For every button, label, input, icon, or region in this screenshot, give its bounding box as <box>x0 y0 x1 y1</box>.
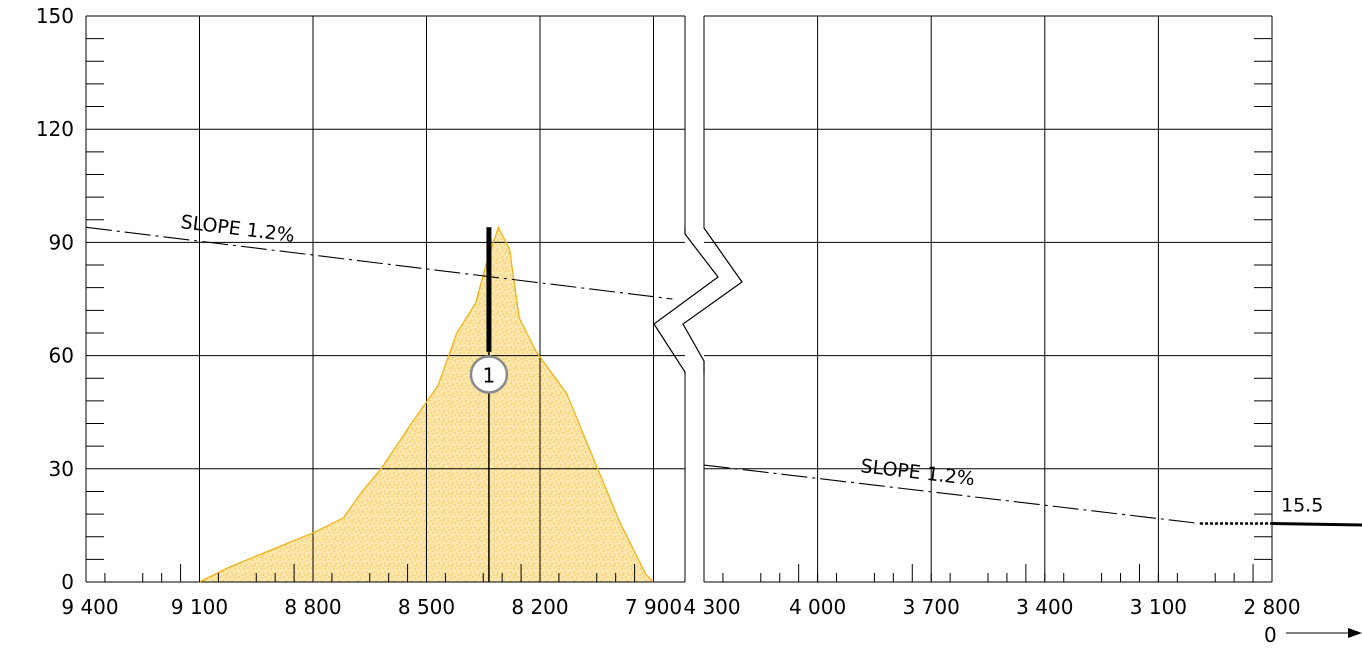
x-tick-label-right: 3 100 <box>1130 595 1187 619</box>
x-tick-label-right: 4 000 <box>789 595 846 619</box>
y-tick-label: 0 <box>61 570 74 594</box>
origin-label: 0 <box>1264 623 1277 647</box>
x-tick-label-right: 3 700 <box>903 595 960 619</box>
x-tick-label-right: 2 800 <box>1243 595 1300 619</box>
x-tick-label-left: 9 100 <box>171 595 228 619</box>
y-tick-label: 120 <box>36 117 74 141</box>
annotations: 0 <box>1264 623 1362 647</box>
y-axis: 0 30 60 90 120 150 <box>36 4 1272 594</box>
y-tick-label: 60 <box>49 344 74 368</box>
x-tick-label-left: 9 400 <box>61 595 118 619</box>
level-line-solid <box>1271 522 1362 527</box>
break-zigzag-right <box>682 227 743 375</box>
slope-line-left <box>85 226 673 300</box>
origin-arrow-head <box>1348 628 1362 638</box>
break-zigzag-left <box>653 227 719 375</box>
y-tick-label: 30 <box>49 457 74 481</box>
x-tick-label-left: 8 200 <box>511 595 568 619</box>
x-tick-label-left: 8 800 <box>284 595 341 619</box>
x-tick-label-left: 8 500 <box>398 595 455 619</box>
y-tick-label: 90 <box>49 230 74 254</box>
marker-circle <box>469 355 509 394</box>
y-tick-label: 150 <box>36 4 74 28</box>
level-label: 15.5 <box>1281 495 1323 517</box>
left-panel: 9 400 9 100 8 800 8 500 8 200 7 900 SLOPE 1.2%… <box>61 15 686 619</box>
x-tick-label-left: 7 900 <box>625 595 682 619</box>
x-tick-label-right: 3 400 <box>1016 595 1073 619</box>
x-tick-label-right: 4 300 <box>683 595 740 619</box>
slope-label-left: SLOPE 1.2% <box>179 211 296 247</box>
axis-break <box>653 227 743 375</box>
marker-label: 1 <box>483 363 496 387</box>
slope-line-right <box>703 464 1201 525</box>
profile-outline <box>199 225 654 583</box>
